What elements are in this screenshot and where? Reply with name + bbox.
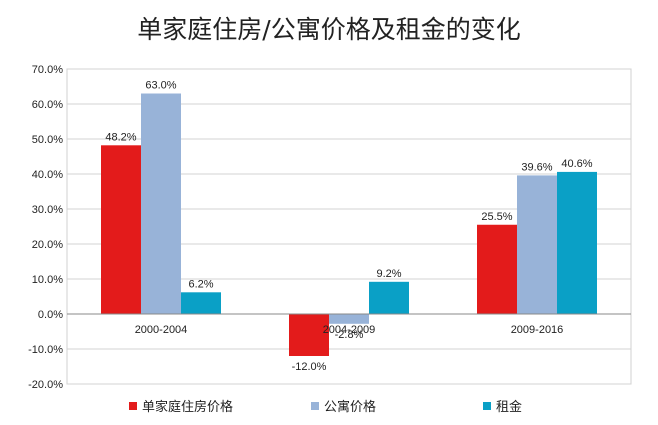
bar — [369, 281, 409, 314]
y-tick-label: 40.0% — [32, 169, 63, 181]
y-tick-label: 70.0% — [32, 64, 63, 76]
bar — [289, 314, 329, 356]
y-tick-label: 20.0% — [32, 239, 63, 251]
legend-swatch — [129, 402, 137, 410]
data-label: 39.6% — [521, 161, 552, 173]
y-tick-label: 50.0% — [32, 134, 63, 146]
bars — [101, 93, 597, 356]
bar — [557, 171, 597, 314]
y-tick-label: -10.0% — [28, 344, 63, 356]
x-tick-label: 2009-2016 — [511, 324, 564, 336]
data-labels: 48.2% 63.0% 6.2% -12.0% -2.8% 9.2% 25.5% 39.6% 4… — [105, 80, 592, 374]
y-axis: 70.0% 60.0% 50.0% 40.0% 30.0% 20.0% 10.0% 0.0% -… — [28, 64, 63, 391]
data-label: -2.8% — [335, 329, 364, 341]
data-label: 63.0% — [145, 80, 176, 92]
x-tick-label: 2000-2004 — [135, 324, 188, 336]
y-tick-label: 60.0% — [32, 99, 63, 111]
legend-label: 租金 — [496, 399, 522, 415]
data-label: 48.2% — [105, 131, 136, 143]
legend-swatch — [311, 402, 319, 410]
legend-label: 单家庭住房价格 — [142, 399, 233, 415]
bar — [101, 145, 141, 314]
data-label: -12.0% — [292, 361, 327, 373]
x-tick-label: 2004-2009 — [323, 324, 376, 336]
data-label: 25.5% — [481, 211, 512, 223]
bar — [517, 175, 557, 314]
y-tick-label: 30.0% — [32, 204, 63, 216]
data-label: 6.2% — [188, 278, 213, 290]
bar — [329, 314, 369, 324]
y-tick-label: 10.0% — [32, 274, 63, 286]
data-label: 9.2% — [376, 268, 401, 280]
legend-label: 公寓价格 — [324, 399, 376, 415]
chart-title: 单家庭住房/公寓价格及租金的变化 — [137, 15, 520, 44]
y-tick-label: 0.0% — [38, 309, 63, 321]
legend: 单家庭住房价格 公寓价格 租金 — [129, 399, 522, 415]
bar — [181, 292, 221, 314]
legend-swatch — [483, 402, 491, 410]
data-label: 40.6% — [561, 158, 592, 170]
bar — [141, 93, 181, 314]
y-tick-label: -20.0% — [28, 379, 63, 391]
x-axis: 2000-2004 2004-2009 2009-2016 — [135, 324, 564, 336]
bar — [477, 224, 517, 314]
